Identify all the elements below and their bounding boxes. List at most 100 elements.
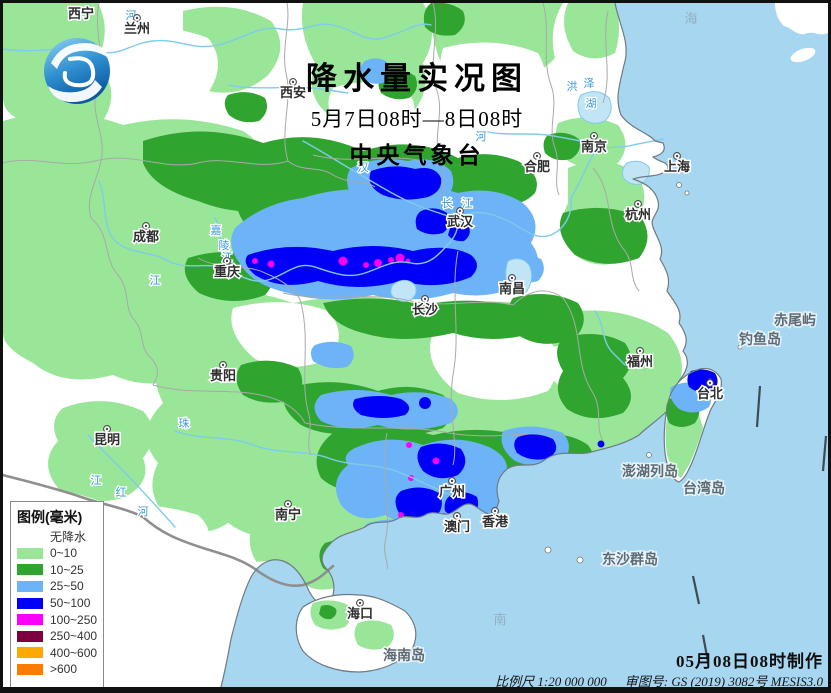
city-label: 澳门 [444,519,470,534]
city-label: 合肥 [524,159,550,174]
river-label: 河 [138,505,149,518]
title-block: 降水量实况图 5月7日08时—8日08时 中央气象台 [306,53,528,170]
lakes-layer [390,91,650,302]
island-label: 海南岛 [383,647,425,663]
national-border [3,473,335,587]
legend-item: 25~50 [17,578,103,595]
legend-item: 0~10 [17,545,103,562]
city-marker-dot [225,259,229,263]
city-label: 福州 [626,354,653,369]
city-marker-dot [493,509,497,513]
city-marker-dot [636,202,640,206]
city-marker-dot [638,349,642,353]
city-marker-dot [144,224,148,228]
province-borders-layer [3,3,640,570]
city-marker-dot [510,276,514,280]
made-time: 05月08日08时制作 [676,652,823,671]
river-label: 江 [91,474,102,487]
city-label: 南昌 [499,281,525,296]
city-label: 西宁 [68,6,94,21]
city-label: 香港 [481,514,509,529]
city-marker-dot [358,601,362,605]
river-label: 河 [476,130,487,143]
legend-label: 0~10 [50,546,78,561]
legend-swatch [17,630,43,642]
city-marker-dot [675,154,679,158]
legend-rows: 0~10 10~25 25~50 50~100 100~250 250~400 400~60… [17,545,103,678]
city-label: 兰州 [124,21,150,36]
legend-label: 100~250 [50,612,98,627]
island-label: 赤尾屿 [774,312,816,328]
city-label: 贵阳 [210,368,236,383]
river-label: 红 [116,486,127,499]
small-islands [544,182,794,564]
legend-item: 100~250 [17,611,103,628]
legend-item: 10~25 [17,562,103,579]
legend-item: >600 [17,661,103,678]
city-label: 昆明 [94,432,120,447]
legend-label: 10~25 [50,562,84,577]
rain-50-100 [245,166,605,567]
city-marker-dot [291,80,295,84]
city-label: 成都 [133,229,159,244]
city-label: 台北 [697,386,723,401]
island-label: 东沙群岛 [602,551,658,567]
legend-box: 图例(毫米) 无降水 0~10 10~25 25~50 50~100 100~250 25… [10,501,104,687]
legend-label: 25~50 [50,579,84,594]
legend-swatch [17,614,43,626]
legend-item: 250~400 [17,628,103,645]
legend-item: 400~600 [17,645,103,662]
river-label: 嘉 [211,223,222,237]
city-label: 杭州 [625,207,651,222]
city-label: 广州 [439,484,465,499]
city-label: 长沙 [412,302,438,317]
approval-text: 审图号: GS (2019) 3082号 MESIS3.0 [624,674,823,689]
island-label: 台湾岛 [683,480,725,496]
rain-100-250 [252,253,447,554]
city-marker-dot [423,297,427,301]
taiwan-island [663,367,722,483]
city-marker-dot [286,502,290,506]
river-label: 泽 [584,77,595,90]
page-title: 降水量实况图 [306,61,528,96]
city-label: 重庆 [214,264,240,279]
coastline [220,3,688,687]
sea-label: 南 [493,612,506,627]
city-marker-dot [458,209,462,213]
river-label: 汉 [358,161,369,174]
legend-item: 50~100 [17,595,103,612]
cma-logo [44,38,110,104]
legend-label: 50~100 [50,596,91,611]
scale-text: 比例尺 1:20 000 000 [495,674,607,689]
city-label: 上海 [664,159,690,174]
map-credits: 比例尺 1:20 000 000 审图号: GS (2019) 3082号 MES… [495,671,823,689]
city-marker-dot [135,16,139,20]
island-label: 钓鱼岛 [739,331,781,347]
river-label: 长 [442,197,453,210]
river-label: 湖 [586,97,597,110]
legend-label: 400~600 [50,645,98,660]
city-marker-dot [221,363,225,367]
legend-no-rain: 无降水 [50,530,87,544]
city-marker-dot [450,479,454,483]
city-label: 武汉 [447,214,474,229]
legend-title: 图例(毫米) [17,509,83,525]
legend-swatch [17,663,43,675]
river-label: 江 [150,274,161,287]
city-marker-dot [592,134,596,138]
city-marker-dot [708,381,712,385]
precipitation-map-canvas: 河河洪泽湖嘉陵江长江江汉珠红河江 海南 赤尾屿钓鱼岛澎湖列岛台湾岛东沙群岛海南岛… [3,3,828,687]
river-label: 洪 [567,79,578,93]
sea-boundary-dashes [691,385,828,663]
legend-swatch [17,564,43,576]
city-marker-dot [105,427,109,431]
city-marker-dot [455,514,459,518]
city-label: 西安 [280,85,306,100]
rivers-layer [3,23,664,528]
hainan-island [295,593,417,673]
island-label: 澎湖列岛 [622,463,678,479]
city-marker-dot [535,154,539,158]
